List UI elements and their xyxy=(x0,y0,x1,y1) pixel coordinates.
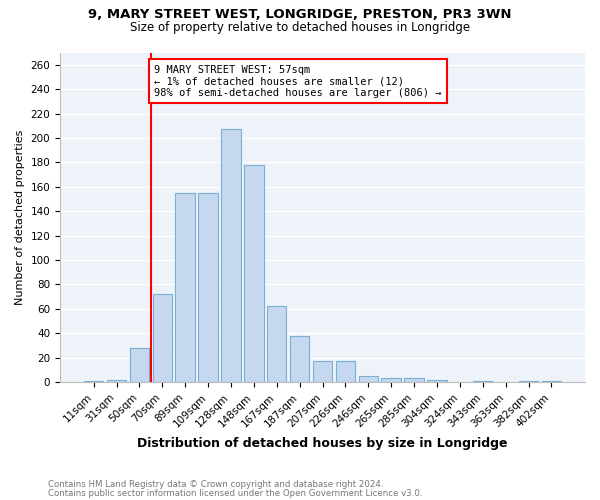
Bar xyxy=(542,381,561,382)
X-axis label: Distribution of detached houses by size in Longridge: Distribution of detached houses by size … xyxy=(137,437,508,450)
Bar xyxy=(199,193,218,382)
Bar xyxy=(84,381,103,382)
Y-axis label: Number of detached properties: Number of detached properties xyxy=(15,130,25,305)
Bar xyxy=(244,165,263,382)
Bar xyxy=(427,380,446,382)
Bar xyxy=(473,381,493,382)
Bar xyxy=(175,193,195,382)
Text: 9 MARY STREET WEST: 57sqm
← 1% of detached houses are smaller (12)
98% of semi-d: 9 MARY STREET WEST: 57sqm ← 1% of detach… xyxy=(154,64,442,98)
Bar xyxy=(221,130,241,382)
Bar xyxy=(335,362,355,382)
Bar xyxy=(382,378,401,382)
Bar xyxy=(107,380,126,382)
Bar xyxy=(152,294,172,382)
Bar xyxy=(519,381,538,382)
Text: Size of property relative to detached houses in Longridge: Size of property relative to detached ho… xyxy=(130,21,470,34)
Bar xyxy=(359,376,378,382)
Text: 9, MARY STREET WEST, LONGRIDGE, PRESTON, PR3 3WN: 9, MARY STREET WEST, LONGRIDGE, PRESTON,… xyxy=(88,8,512,20)
Bar xyxy=(130,348,149,382)
Text: Contains HM Land Registry data © Crown copyright and database right 2024.: Contains HM Land Registry data © Crown c… xyxy=(48,480,383,489)
Bar xyxy=(290,336,310,382)
Bar xyxy=(313,362,332,382)
Bar xyxy=(404,378,424,382)
Text: Contains public sector information licensed under the Open Government Licence v3: Contains public sector information licen… xyxy=(48,488,422,498)
Bar xyxy=(267,306,286,382)
